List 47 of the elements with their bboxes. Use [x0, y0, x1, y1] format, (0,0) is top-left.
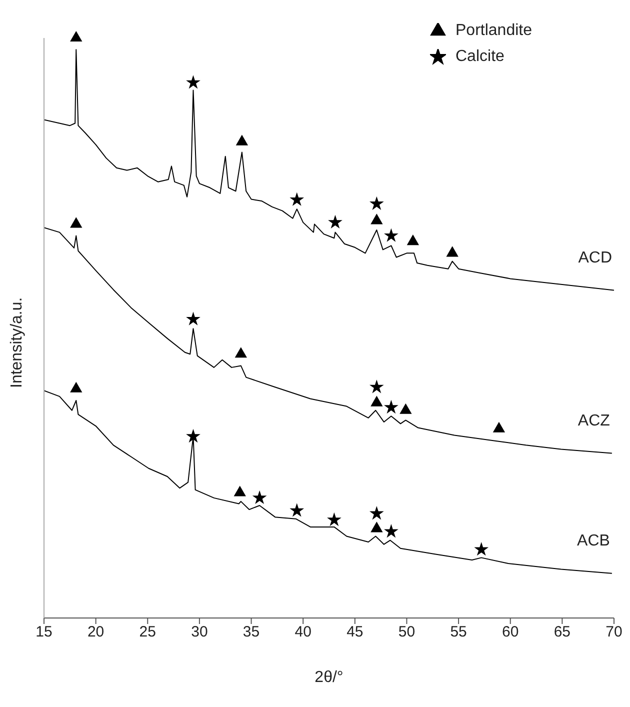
legend-label: Calcite — [456, 48, 504, 66]
x-tick-label: 50 — [398, 624, 416, 641]
point — [370, 522, 383, 532]
point — [290, 503, 304, 517]
point — [384, 400, 398, 414]
x-tick-label: 60 — [502, 624, 519, 641]
point — [70, 30, 82, 42]
series-label: ACZ — [578, 412, 610, 430]
x-tick-label: 25 — [139, 624, 156, 641]
y-axis-title: Intensity/a.u. — [8, 297, 26, 388]
x-tick-label: 20 — [87, 624, 104, 641]
point — [70, 382, 82, 392]
legend-label: Portlandite — [456, 22, 532, 40]
x-tick-label: 40 — [294, 624, 312, 641]
point — [369, 380, 384, 394]
point — [236, 134, 248, 146]
point — [369, 196, 384, 210]
point — [290, 192, 304, 206]
point — [492, 422, 506, 432]
point — [384, 524, 398, 538]
x-tick-label: 15 — [36, 624, 52, 641]
x-tick-label: 30 — [191, 624, 208, 641]
series-label: ACD — [578, 249, 612, 266]
point — [234, 347, 247, 358]
point — [327, 512, 342, 526]
point — [252, 490, 267, 504]
x-tick-label: 35 — [242, 624, 260, 641]
point — [400, 403, 412, 414]
series-label: ACB — [577, 532, 610, 550]
point — [234, 486, 246, 496]
point — [370, 396, 383, 406]
x-tick-label: 70 — [606, 624, 622, 641]
x-tick-label: 65 — [554, 624, 571, 641]
point — [384, 228, 398, 242]
point — [474, 542, 489, 556]
point — [406, 234, 420, 246]
x-tick-label: 45 — [346, 624, 364, 641]
point — [70, 217, 82, 228]
point — [370, 214, 383, 224]
point — [186, 312, 200, 326]
x-tick-label: 55 — [450, 624, 467, 641]
point — [186, 75, 200, 89]
x-axis-title: 2θ/° — [314, 669, 344, 686]
point — [328, 214, 342, 229]
point — [446, 246, 458, 257]
point — [369, 506, 384, 520]
point — [186, 428, 200, 443]
